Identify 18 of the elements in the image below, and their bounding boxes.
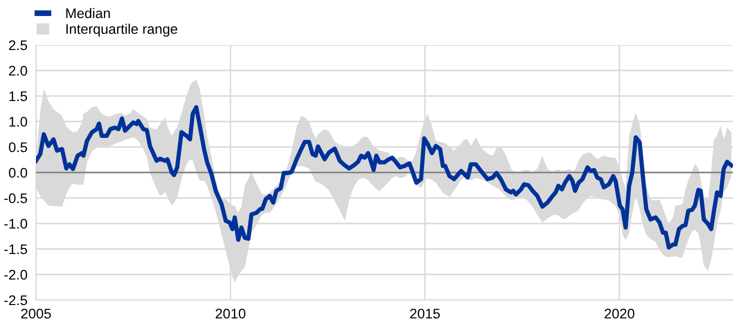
y-tick-label: -2.5 bbox=[4, 295, 28, 306]
legend-label: Median bbox=[66, 8, 110, 18]
y-tick-label: -1.0 bbox=[4, 218, 28, 229]
y-tick-label: 0.5 bbox=[8, 142, 28, 152]
y-tick-label: 2.0 bbox=[9, 66, 28, 76]
y-tick-label: 2.5 bbox=[9, 40, 28, 50]
line-series bbox=[36, 105, 733, 250]
x-tick-label: 2005 bbox=[21, 308, 51, 319]
x-tick-label: 2010 bbox=[216, 308, 246, 319]
y-tick-label: 0.0 bbox=[8, 168, 28, 178]
x-tick-label: 2015 bbox=[410, 308, 440, 319]
y-tick-label: 1.5 bbox=[9, 91, 28, 102]
x-tick-label: 2020 bbox=[604, 308, 634, 319]
y-tick-label: 1.0 bbox=[9, 116, 28, 127]
y-tick-label: -1.5 bbox=[4, 244, 28, 254]
y-tick-label: -0.5 bbox=[4, 193, 28, 204]
legend-label: Interquartile range bbox=[66, 24, 178, 37]
y-tick-label: -2.0 bbox=[4, 270, 28, 280]
